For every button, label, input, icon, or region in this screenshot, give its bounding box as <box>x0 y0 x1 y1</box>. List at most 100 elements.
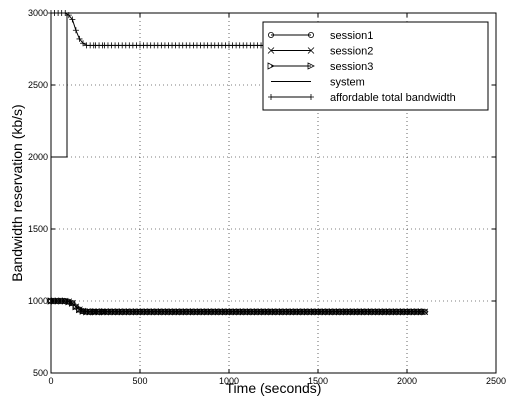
data-point <box>257 308 265 316</box>
data-point <box>104 308 112 316</box>
legend-marker <box>307 47 315 54</box>
data-point <box>400 308 408 316</box>
legend-entry: session1 <box>267 30 373 42</box>
data-point <box>375 308 383 316</box>
data-point <box>211 308 219 316</box>
data-point <box>133 308 141 316</box>
data-point <box>246 308 255 316</box>
data-point <box>239 308 248 316</box>
data-point <box>214 308 223 316</box>
data-point <box>65 298 73 306</box>
data-point <box>243 308 251 316</box>
data-point <box>207 308 216 316</box>
y-tick-label: 500 <box>33 368 48 378</box>
data-point <box>190 308 198 316</box>
data-point <box>150 308 159 316</box>
legend-entry: affordable total bandwidth <box>268 92 456 104</box>
data-point <box>339 308 347 316</box>
legend-marker <box>267 62 275 70</box>
data-point <box>254 308 262 316</box>
plot-frame <box>50 12 497 374</box>
data-point <box>396 308 404 316</box>
data-point <box>118 308 127 316</box>
y-tick-label: 2500 <box>28 80 48 90</box>
data-point <box>414 308 422 316</box>
data-point <box>186 308 194 316</box>
data-point <box>193 308 201 316</box>
data-point <box>325 308 333 316</box>
data-point <box>61 297 70 305</box>
y-axis-label: Bandwidth reservation (kb/s) <box>9 104 25 281</box>
data-point <box>225 308 233 316</box>
x-tick-label: 1500 <box>308 376 328 386</box>
series-session3 <box>47 297 429 316</box>
data-point <box>236 308 244 316</box>
data-point <box>229 308 237 316</box>
data-point <box>111 308 119 316</box>
x-tick-label: 2000 <box>397 376 417 386</box>
data-point <box>218 308 226 316</box>
data-point <box>343 308 351 316</box>
data-point <box>328 308 337 316</box>
data-point <box>143 308 152 316</box>
data-point <box>332 308 340 316</box>
data-point <box>115 308 123 316</box>
data-point <box>140 308 148 316</box>
data-point <box>129 308 137 316</box>
data-point <box>92 308 100 316</box>
data-point <box>350 308 358 316</box>
series-layer <box>47 10 496 316</box>
data-point <box>271 308 280 316</box>
legend-entry: session3 <box>267 61 373 73</box>
data-point <box>364 308 372 316</box>
data-point <box>368 308 376 316</box>
data-point <box>222 308 230 316</box>
legend-label: session2 <box>330 46 373 58</box>
data-point <box>346 308 354 316</box>
data-point <box>318 308 326 316</box>
data-point <box>417 308 426 316</box>
data-point <box>307 308 315 316</box>
data-point <box>421 308 429 316</box>
data-point <box>76 35 83 42</box>
y-tick-label: 1500 <box>28 224 48 234</box>
data-point <box>165 308 173 316</box>
legend-marker <box>267 32 274 39</box>
legend-label: session3 <box>330 61 373 73</box>
data-point <box>122 308 130 316</box>
data-point <box>392 308 401 316</box>
data-point <box>296 308 305 316</box>
data-point <box>335 308 344 316</box>
data-point <box>279 308 287 316</box>
data-point <box>69 16 76 23</box>
data-point <box>311 308 319 316</box>
x-tick-label: 500 <box>132 376 147 386</box>
legend-marker <box>267 47 275 54</box>
data-point <box>182 308 191 316</box>
y-tick-label: 1000 <box>28 296 48 306</box>
data-point <box>268 308 276 316</box>
data-point <box>204 308 212 316</box>
data-point <box>179 308 187 316</box>
legend: session1 session2 session3 system affordable… <box>262 21 489 111</box>
data-point <box>197 308 205 316</box>
legend-marker <box>307 32 314 39</box>
data-point <box>303 308 312 316</box>
data-point <box>90 308 98 316</box>
data-point <box>407 308 415 316</box>
data-point <box>161 308 169 316</box>
data-point <box>108 308 116 316</box>
data-point <box>250 308 258 316</box>
legend-marker <box>268 94 274 100</box>
legend-label: affordable total bandwidth <box>330 92 456 104</box>
data-point <box>157 308 166 316</box>
data-point <box>58 297 66 305</box>
data-point <box>136 308 144 316</box>
data-point <box>385 308 394 316</box>
data-point <box>232 308 241 316</box>
data-point <box>300 308 308 316</box>
data-point <box>54 297 63 305</box>
legend-marker <box>307 62 315 70</box>
x-tick-label: 2500 <box>486 376 506 386</box>
data-point <box>357 308 365 316</box>
